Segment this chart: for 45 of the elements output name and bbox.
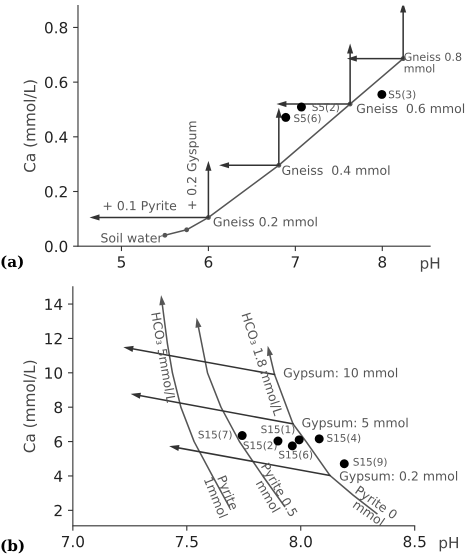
annotation: Gneiss 0.4 mmol <box>282 165 390 175</box>
annotation: S5(3) <box>388 90 416 100</box>
annotation: S15(6) <box>279 450 312 460</box>
annotation: S15(7) <box>198 430 232 440</box>
x-tick-label: 7 <box>292 256 299 268</box>
annotation: Gypsum: 5 mmol <box>302 418 408 430</box>
x-tick-label: 8.0 <box>290 536 312 548</box>
y-tick-label: 0.2 <box>44 186 67 198</box>
y-tick-label: 4 <box>54 470 62 482</box>
annotation: HCO₃ 5mmol/L <box>150 312 176 404</box>
annotation: Gneiss 0.6 mmol <box>356 103 464 114</box>
annotation: + 0.2 Gyspum <box>186 121 199 209</box>
x-tick-label: 7.0 <box>62 536 84 548</box>
x-tick-label: 8.5 <box>404 536 426 548</box>
x-tick-label: 6 <box>204 256 212 268</box>
x-tick-label: 5 <box>118 256 125 268</box>
y-tick-label: 8 <box>54 402 62 414</box>
y-tick-label: 6 <box>54 436 62 448</box>
y-tick-label: 14 <box>45 298 62 310</box>
y-tick-label: 0.4 <box>44 131 68 143</box>
annotation: Gneiss 0.8 mmol <box>404 52 462 73</box>
annotation: Soil water <box>101 232 163 243</box>
x-tick-label: 8 <box>378 256 386 268</box>
annotation: S5(6) <box>294 114 321 124</box>
annotation: S15(4) <box>327 434 360 444</box>
annotation: Gypsum: 10 mmol <box>284 368 398 380</box>
x-tick-label: 7.5 <box>176 536 198 548</box>
x-axis-title: pH <box>440 537 458 552</box>
annotation: Gneiss 0.2 mmol <box>214 216 317 226</box>
y-tick-label: 0.6 <box>44 76 68 88</box>
y-tick-label: 10 <box>45 367 62 379</box>
y-tick-label: 12 <box>45 332 62 344</box>
x-axis-title: pH <box>420 257 440 272</box>
annotation: S15(9) <box>354 458 387 467</box>
annotation: S5(2) <box>312 103 339 112</box>
annotation: Gypsum: 0.2 mmol <box>340 471 458 484</box>
y-tick-label: 0.0 <box>44 240 68 252</box>
y-tick-label: 0.8 <box>44 22 68 34</box>
text: (a) <box>1 255 23 270</box>
y-tick-label: 2 <box>54 504 62 516</box>
y-axis-title: Ca (mmol/L) <box>23 360 37 452</box>
y-axis-title: Ca (mmol/L) <box>24 80 38 172</box>
text: (b) <box>1 539 24 554</box>
annotation: S15(1) <box>261 425 294 434</box>
annotation: + 0.1 Pyrite <box>104 200 176 213</box>
